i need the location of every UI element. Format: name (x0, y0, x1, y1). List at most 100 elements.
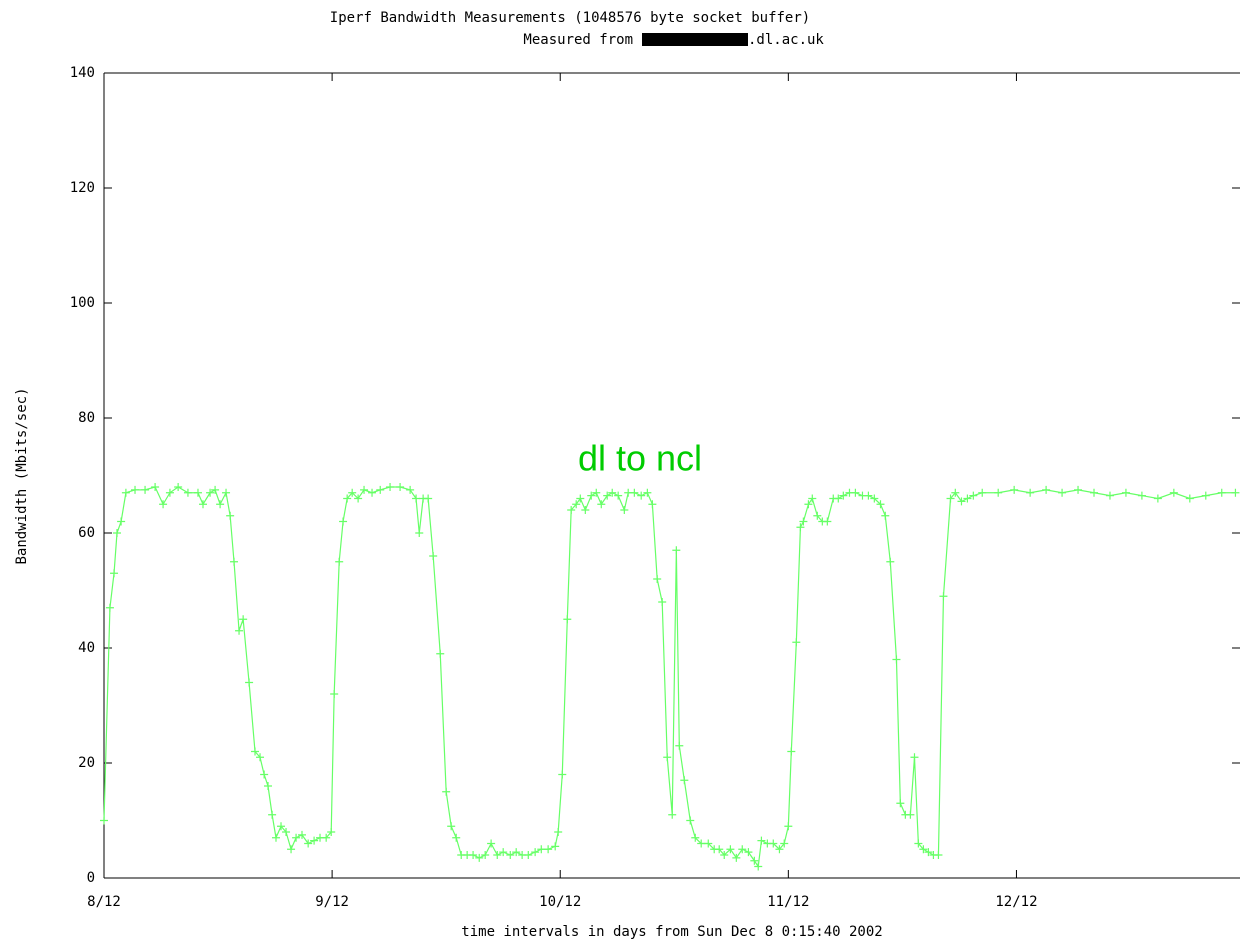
point-marker (506, 851, 515, 859)
point-marker (429, 552, 438, 560)
y-tick-label: 40 (78, 640, 95, 656)
y-tick-label: 100 (70, 295, 95, 311)
point-marker (1074, 485, 1083, 494)
point-marker (864, 491, 873, 500)
point-marker (424, 494, 433, 503)
point-marker (531, 848, 540, 857)
point-marker (554, 828, 563, 836)
point-marker (969, 491, 978, 500)
y-tick-label: 60 (78, 525, 95, 541)
point-marker (558, 770, 567, 779)
point-marker (886, 557, 895, 566)
point-marker (469, 851, 478, 859)
x-axis-label: time intervals in days from Sun Dec 8 0:… (461, 924, 882, 940)
point-marker (271, 833, 280, 842)
y-tick-label: 120 (70, 180, 95, 196)
point-marker (287, 845, 296, 854)
point-marker (934, 851, 943, 859)
y-axis-label: Bandwidth (Mbits/sec) (14, 387, 30, 564)
y-tick-label: 0 (87, 870, 95, 886)
x-tick-label: 10/12 (539, 894, 581, 910)
point-marker (813, 511, 822, 520)
point-marker (614, 491, 623, 500)
point-marker (292, 833, 301, 842)
point-marker (963, 494, 972, 503)
y-tick-label: 80 (78, 410, 95, 426)
point-marker (653, 575, 662, 583)
point-marker (1137, 491, 1146, 500)
point-marker (939, 592, 948, 601)
point-marker (216, 500, 225, 509)
point-marker (1185, 494, 1194, 503)
point-marker (415, 529, 424, 537)
point-marker (524, 851, 533, 859)
point-marker (720, 851, 729, 859)
point-marker (1090, 488, 1099, 497)
point-marker (672, 546, 681, 555)
redaction (642, 33, 748, 46)
point-marker (544, 845, 553, 854)
point-marker (256, 753, 265, 762)
point-marker (686, 816, 695, 825)
point-marker (924, 848, 933, 857)
point-marker (452, 833, 461, 842)
point-marker (876, 500, 885, 509)
point-marker (151, 483, 160, 491)
point-marker (697, 839, 706, 848)
point-marker (100, 816, 108, 825)
point-marker (512, 848, 521, 857)
point-marker (335, 557, 344, 566)
point-marker (587, 491, 596, 500)
point-marker (245, 678, 254, 687)
point-marker (978, 488, 987, 497)
point-marker (376, 485, 385, 494)
point-marker (436, 649, 445, 658)
point-marker (675, 741, 684, 750)
point-marker (919, 845, 928, 854)
point-marker (576, 494, 585, 503)
point-marker (396, 483, 405, 491)
point-marker (648, 500, 657, 509)
point-marker (1042, 485, 1051, 494)
point-marker (620, 506, 629, 514)
point-marker (183, 488, 192, 497)
point-marker (946, 494, 955, 503)
point-marker (592, 488, 601, 497)
point-marker (787, 747, 796, 756)
point-marker (603, 491, 612, 500)
point-marker (715, 845, 724, 854)
point-marker (141, 485, 150, 494)
point-marker (658, 598, 667, 606)
point-marker (251, 747, 260, 756)
y-tick-label: 140 (70, 65, 95, 81)
point-marker (406, 485, 415, 494)
point-marker (870, 494, 879, 503)
point-marker (193, 488, 202, 497)
point-marker (1121, 488, 1130, 497)
point-marker (643, 488, 652, 497)
point-marker (804, 500, 813, 509)
point-marker (442, 787, 451, 796)
point-marker (1058, 488, 1067, 497)
point-marker (412, 494, 421, 503)
point-marker (881, 511, 890, 520)
point-marker (563, 615, 572, 624)
point-marker (226, 511, 235, 520)
point-marker (481, 851, 490, 859)
point-marker (277, 822, 286, 831)
point-marker (1026, 488, 1035, 497)
point-marker (159, 500, 168, 509)
point-marker (1010, 485, 1019, 494)
point-marker (823, 517, 832, 526)
point-marker (630, 488, 639, 497)
point-marker (663, 753, 672, 762)
point-marker (487, 839, 496, 848)
point-marker (784, 822, 793, 831)
x-tick-label: 11/12 (767, 894, 809, 910)
point-marker (206, 488, 215, 497)
point-marker (131, 485, 140, 494)
point-marker (310, 836, 319, 845)
point-marker (796, 523, 805, 532)
point-marker (447, 822, 456, 831)
